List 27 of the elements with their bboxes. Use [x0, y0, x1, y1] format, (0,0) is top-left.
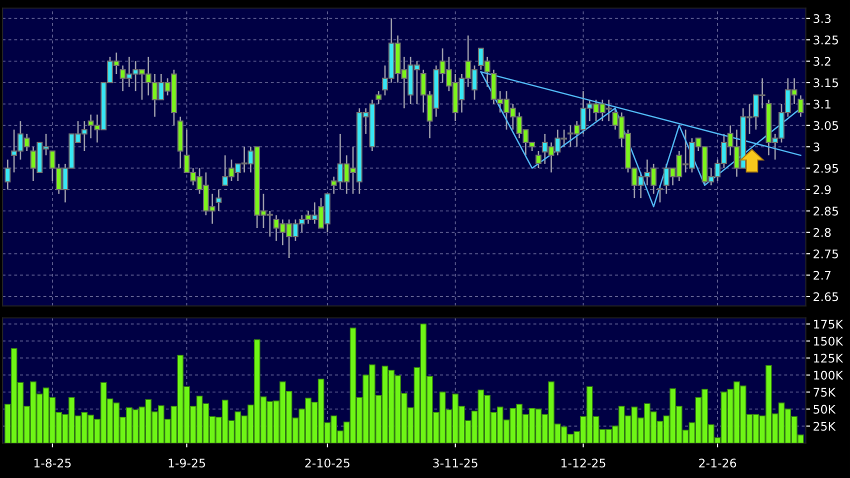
y-tick-label: 125K — [814, 354, 844, 363]
y-tick-label: 2.8 — [814, 228, 831, 237]
y-tick-label: 3.1 — [814, 100, 830, 109]
x-tick-label: 1-8-25 — [34, 458, 71, 468]
y-tick-label: 3.25 — [814, 36, 838, 44]
y-tick-label: 175K — [814, 320, 844, 329]
y-tick-label: 2.75 — [814, 249, 838, 258]
y-tick-label: 2.9 — [814, 185, 831, 194]
x-tick-label: 2-10-25 — [305, 458, 350, 468]
y-tick-label: 3 — [814, 142, 820, 152]
y-tick-label: 50K — [814, 404, 836, 414]
y-tick-label: 3.3 — [814, 14, 831, 24]
x-tick-label: 2-1-26 — [699, 458, 736, 468]
x-tick-label: 1-12-25 — [562, 458, 606, 468]
y-tick-label: 2.95 — [814, 164, 838, 173]
y-tick-label: 3.15 — [814, 78, 838, 88]
y-tick-label: 150K — [814, 336, 844, 346]
y-tick-label: 2.7 — [814, 270, 831, 280]
y-tick-label: 2.65 — [814, 292, 838, 302]
y-tick-label: 3.05 — [814, 121, 838, 130]
x-tick-label: 3-11-25 — [433, 458, 478, 468]
y-tick-label: 75K — [814, 388, 836, 397]
x-tick-label: 1-9-25 — [168, 458, 205, 468]
y-tick-label: 25K — [814, 422, 836, 431]
y-tick-label: 2.85 — [814, 206, 838, 216]
y-tick-label: 3.2 — [814, 56, 830, 66]
y-tick-label: 100K — [814, 370, 844, 380]
